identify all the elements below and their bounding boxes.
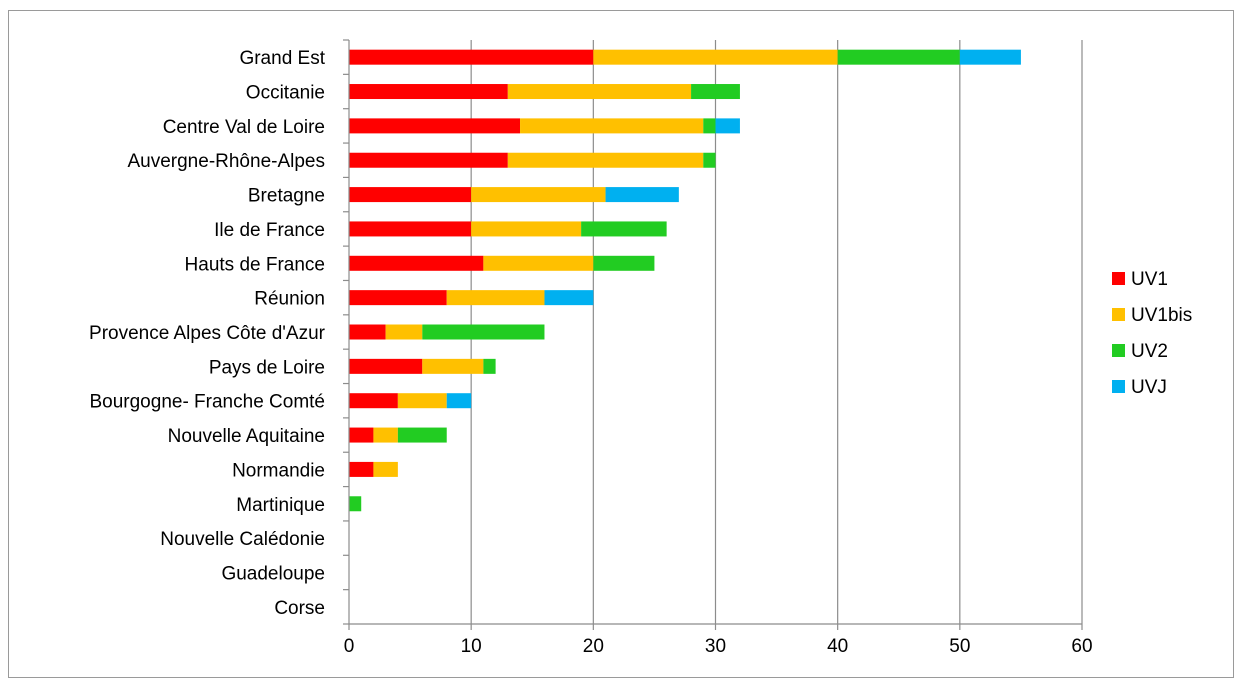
bar-segment-uv2 — [349, 496, 362, 512]
category-label: Martinique — [236, 495, 325, 516]
bar-segment-uv1bis — [471, 221, 582, 237]
bar-segment-uv1bis — [422, 358, 484, 374]
category-label: Nouvelle Calédonie — [160, 529, 325, 550]
category-label: Occitanie — [246, 83, 325, 104]
bar-segment-uv1 — [349, 221, 472, 237]
legend-label-uv1: UV1 — [1131, 269, 1168, 290]
bar-segment-uv1 — [349, 393, 398, 409]
bar-segment-uv1bis — [373, 427, 398, 443]
bar-segment-uv2 — [703, 152, 716, 168]
category-label: Nouvelle Aquitaine — [168, 426, 325, 447]
bar-segment-uv1bis — [446, 290, 545, 306]
x-tick-label: 10 — [461, 636, 482, 657]
bar-segment-uv1bis — [507, 84, 692, 100]
category-label: Auvergne-Rhône-Alpes — [127, 151, 325, 172]
legend-label-uv2: UV2 — [1131, 341, 1168, 362]
x-tick-label: 40 — [827, 636, 848, 657]
category-label: Corse — [274, 598, 325, 619]
bar-segment-uvj — [715, 118, 740, 134]
bar-segment-uvj — [605, 187, 679, 203]
bar-segment-uv1bis — [471, 187, 606, 203]
x-tick-label: 50 — [949, 636, 970, 657]
x-tick-label: 20 — [583, 636, 604, 657]
category-label: Bourgogne- Franche Comté — [89, 392, 325, 413]
bar-segment-uv1bis — [397, 393, 447, 409]
bar-segment-uv1 — [349, 255, 484, 271]
legend-swatch-uv1bis — [1112, 308, 1125, 321]
bar-segment-uv2 — [593, 255, 655, 271]
legend-swatch-uvj — [1112, 380, 1125, 393]
category-label: Hauts de France — [185, 254, 325, 275]
category-label: Ile de France — [214, 220, 325, 241]
category-label: Provence Alpes Côte d'Azur — [89, 323, 326, 344]
bar-segment-uv2 — [397, 427, 447, 443]
legend-label-uvj: UVJ — [1131, 377, 1167, 398]
bar-segment-uv1bis — [373, 461, 398, 477]
x-tick-label: 0 — [344, 636, 355, 657]
category-label: Centre Val de Loire — [163, 117, 325, 138]
bar-segment-uv1 — [349, 427, 374, 443]
category-labels: Grand Est Occitanie Centre Val de Loire Auv… — [89, 48, 326, 619]
legend-label-uv1bis: UV1bis — [1131, 305, 1192, 326]
category-label: Grand Est — [239, 48, 325, 69]
legend-swatch-uv2 — [1112, 344, 1125, 357]
category-label: Guadeloupe — [221, 563, 325, 584]
bar-segment-uvj — [959, 49, 1021, 65]
bar-segment-uv1 — [349, 324, 386, 340]
bar-segment-uv1bis — [520, 118, 704, 134]
x-tick-label: 30 — [705, 636, 726, 657]
bar-segment-uv2 — [581, 221, 667, 237]
legend: UV1 UV1bis UV2 UVJ — [1112, 269, 1192, 398]
gridlines — [470, 40, 1083, 624]
bar-segment-uv1bis — [483, 255, 594, 271]
x-tick-labels: 0 10 20 30 40 50 60 — [344, 636, 1093, 657]
category-label: Bretagne — [248, 186, 325, 207]
bar-segment-uv2 — [703, 118, 716, 134]
legend-swatch-uv1 — [1112, 272, 1125, 285]
bar-segment-uv1 — [349, 187, 472, 203]
bar-segment-uv1 — [349, 461, 374, 477]
bar-segment-uv1bis — [507, 152, 704, 168]
bar-segment-uv2 — [691, 84, 740, 100]
bar-segment-uv2 — [483, 358, 496, 374]
bar-segment-uvj — [544, 290, 594, 306]
bar-segment-uv1bis — [593, 49, 838, 65]
category-label: Réunion — [254, 289, 325, 310]
bars — [349, 49, 1021, 512]
bar-segment-uv1 — [349, 152, 508, 168]
bar-segment-uv1 — [349, 84, 508, 100]
category-label: Normandie — [232, 460, 325, 481]
bar-segment-uv1 — [349, 49, 594, 65]
bar-segment-uv1 — [349, 118, 521, 134]
bar-segment-uv1 — [349, 358, 423, 374]
bar-segment-uv2 — [422, 324, 545, 340]
bar-segment-uv1bis — [385, 324, 423, 340]
bar-segment-uv2 — [837, 49, 960, 65]
category-label: Pays de Loire — [209, 357, 325, 378]
bar-segment-uvj — [446, 393, 472, 409]
bar-segment-uv1 — [349, 290, 447, 306]
axes — [343, 39, 1083, 630]
x-tick-label: 60 — [1071, 636, 1092, 657]
